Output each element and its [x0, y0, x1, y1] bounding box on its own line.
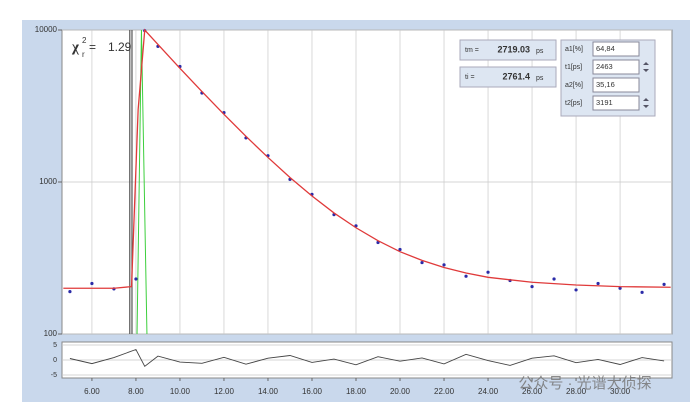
x-tick-label: 12.00 — [214, 387, 235, 396]
x-tick-label: 18.00 — [346, 387, 367, 396]
data-point — [618, 286, 622, 290]
irf-line — [136, 29, 148, 335]
param-field — [592, 77, 640, 93]
chi-symbol: χ — [71, 39, 80, 55]
x-tick-label: 16.00 — [302, 387, 323, 396]
tm-value: 2719.03 — [497, 44, 530, 54]
x-tick-label: 28.00 — [566, 387, 587, 396]
ti-value: 2761.4 — [502, 71, 530, 81]
param-label: t1[ps] — [565, 64, 582, 71]
chi-sep: = — [89, 40, 96, 54]
spinner — [643, 62, 649, 72]
chi-value: 1.29 — [108, 40, 132, 54]
param-value: 64,84 — [596, 44, 615, 53]
chi-sup: 2 — [82, 36, 87, 45]
param-field — [592, 59, 640, 75]
x-tick-label: 6.00 — [84, 387, 100, 396]
data-point — [552, 277, 556, 281]
param-label: a1[%] — [565, 46, 583, 53]
data-point — [596, 281, 600, 286]
tm-box — [459, 39, 557, 61]
data-point — [530, 285, 534, 289]
param-rows: a1[%] 64,84 t1[ps] 2463 a2[%] 35,16 t2[ps] 3191 — [565, 41, 649, 111]
x-tick-label: 10.00 — [170, 387, 191, 396]
data-point — [442, 263, 446, 267]
data-point — [398, 247, 402, 252]
ti-unit: ps — [536, 75, 544, 82]
x-tick-label: 14.00 — [258, 387, 279, 396]
x-tick-label: 8.00 — [128, 387, 144, 396]
param-field — [592, 41, 640, 57]
ti-box — [459, 66, 557, 88]
param-label: a2[%] — [565, 82, 583, 89]
data-point — [662, 282, 666, 286]
param-value: 3191 — [596, 98, 613, 107]
data-point — [134, 277, 138, 281]
data-point — [90, 281, 94, 286]
x-tick-label: 26.00 — [522, 387, 543, 396]
data-point — [640, 290, 644, 294]
x-tick-label: 30.00 — [610, 387, 631, 396]
x-tick-label: 22.00 — [434, 387, 455, 396]
ti-label: ti = — [465, 74, 475, 81]
residual-line — [69, 348, 665, 367]
param-field — [592, 95, 640, 111]
y-tick-label: 1000 — [39, 177, 57, 186]
data-point — [68, 290, 72, 294]
param-value: 2463 — [596, 62, 613, 71]
data-point — [464, 274, 468, 278]
x-tick-label: 20.00 — [390, 387, 411, 396]
tm-label: tm = — [465, 47, 479, 54]
y-tick-label: 100 — [44, 329, 58, 338]
watermark: 公众号 · 光谱大侦探 — [518, 375, 651, 392]
tm-unit: ps — [536, 48, 544, 55]
fit-line — [63, 28, 671, 289]
chi-sub: r — [82, 50, 85, 59]
spinner — [643, 98, 649, 108]
chart-layer: 6.00 8.00 10.00 12.00 14.00 16.00 18.00 20.00 22… — [35, 25, 672, 396]
y-tick-label: 10000 — [35, 25, 58, 34]
data-point — [486, 270, 490, 274]
data-point — [420, 260, 424, 265]
param-value: 35,16 — [596, 80, 615, 89]
x-tick-label: 24.00 — [478, 387, 499, 396]
residual-tick-label: 5 — [53, 342, 57, 349]
residual-tick-label: 0 — [53, 357, 57, 364]
param-label: t2[ps] — [565, 100, 582, 107]
data-point — [574, 288, 578, 292]
residual-tick-label: -5 — [51, 372, 57, 379]
